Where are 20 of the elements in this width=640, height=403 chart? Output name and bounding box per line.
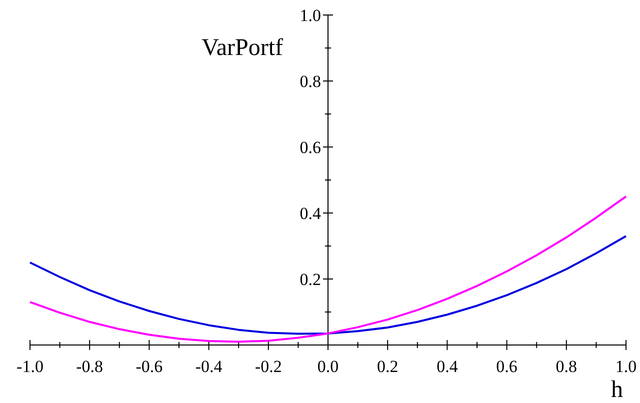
y-axis-title: VarPortf <box>202 35 283 61</box>
y-tick-label: 0.4 <box>300 204 322 223</box>
y-tick-label: 0.6 <box>300 138 321 157</box>
x-tick-label: -1.0 <box>16 357 44 376</box>
x-tick-label: -0.8 <box>76 357 104 376</box>
x-tick-label: 0.4 <box>436 357 458 376</box>
x-axis-title: h <box>611 377 623 403</box>
x-tick-label: 0.2 <box>376 357 398 376</box>
line-series <box>29 196 627 343</box>
x-tick-label: -0.6 <box>136 357 163 376</box>
y-tick-label: 0.8 <box>300 72 321 91</box>
x-tick-label: 0.0 <box>317 357 339 376</box>
x-tick-label: 1.0 <box>615 357 637 376</box>
x-tick-label: 0.8 <box>556 357 578 376</box>
x-tick-label: -0.4 <box>195 357 223 376</box>
y-tick-label: 0.2 <box>300 270 321 289</box>
x-tick-label: 0.6 <box>496 357 518 376</box>
line-series <box>29 235 627 335</box>
y-tick-label: 1.0 <box>300 6 321 25</box>
x-tick-label: -0.2 <box>254 357 282 376</box>
